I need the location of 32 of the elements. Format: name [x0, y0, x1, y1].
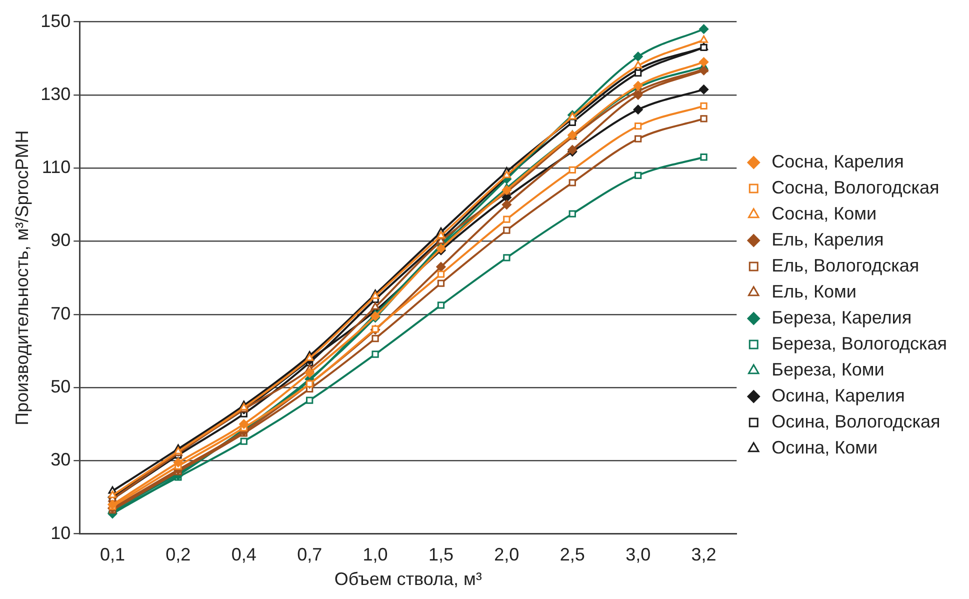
x-tick-label: 0,4	[231, 544, 256, 565]
legend-label: Береза, Коми	[772, 359, 884, 380]
legend-label: Сосна, Коми	[772, 203, 877, 224]
x-tick-label: 2,5	[560, 544, 585, 565]
legend-label: Береза, Вологодская	[772, 333, 948, 354]
y-axis-title: Производительность, м³/SprocPMH	[12, 130, 32, 426]
x-tick-label: 0,2	[166, 544, 191, 565]
legend-label: Сосна, Карелия	[772, 151, 904, 172]
x-axis-title: Объем ствола, м³	[334, 569, 482, 590]
legend-label: Ель, Вологодская	[772, 255, 920, 276]
x-tick-label: 1,5	[428, 544, 454, 565]
x-tick-label: 3,0	[626, 544, 651, 565]
x-tick-label: 0,1	[100, 544, 125, 565]
y-tick-label: 10	[50, 522, 71, 543]
x-tick-label: 3,2	[691, 544, 716, 565]
legend-label: Сосна, Вологодская	[772, 177, 940, 198]
y-tick-label: 110	[42, 157, 71, 178]
x-tick-label: 0,7	[297, 544, 322, 565]
y-tick-label: 50	[50, 376, 71, 396]
legend-label: Осина, Коми	[772, 437, 878, 458]
y-tick-label: 90	[50, 230, 71, 250]
y-tick-label: 70	[50, 303, 71, 324]
legend-label: Ель, Карелия	[772, 229, 884, 250]
x-tick-label: 1,0	[362, 544, 388, 565]
legend-label: Осина, Вологодская	[772, 411, 940, 432]
legend-label: Ель, Коми	[772, 281, 856, 302]
legend-label: Осина, Карелия	[772, 385, 905, 406]
legend-label: Береза, Карелия	[772, 307, 912, 328]
y-tick-label: 30	[50, 450, 71, 470]
x-tick-label: 2,0	[494, 544, 520, 565]
y-tick-label: 130	[40, 84, 71, 104]
y-tick-label: 150	[40, 10, 71, 31]
